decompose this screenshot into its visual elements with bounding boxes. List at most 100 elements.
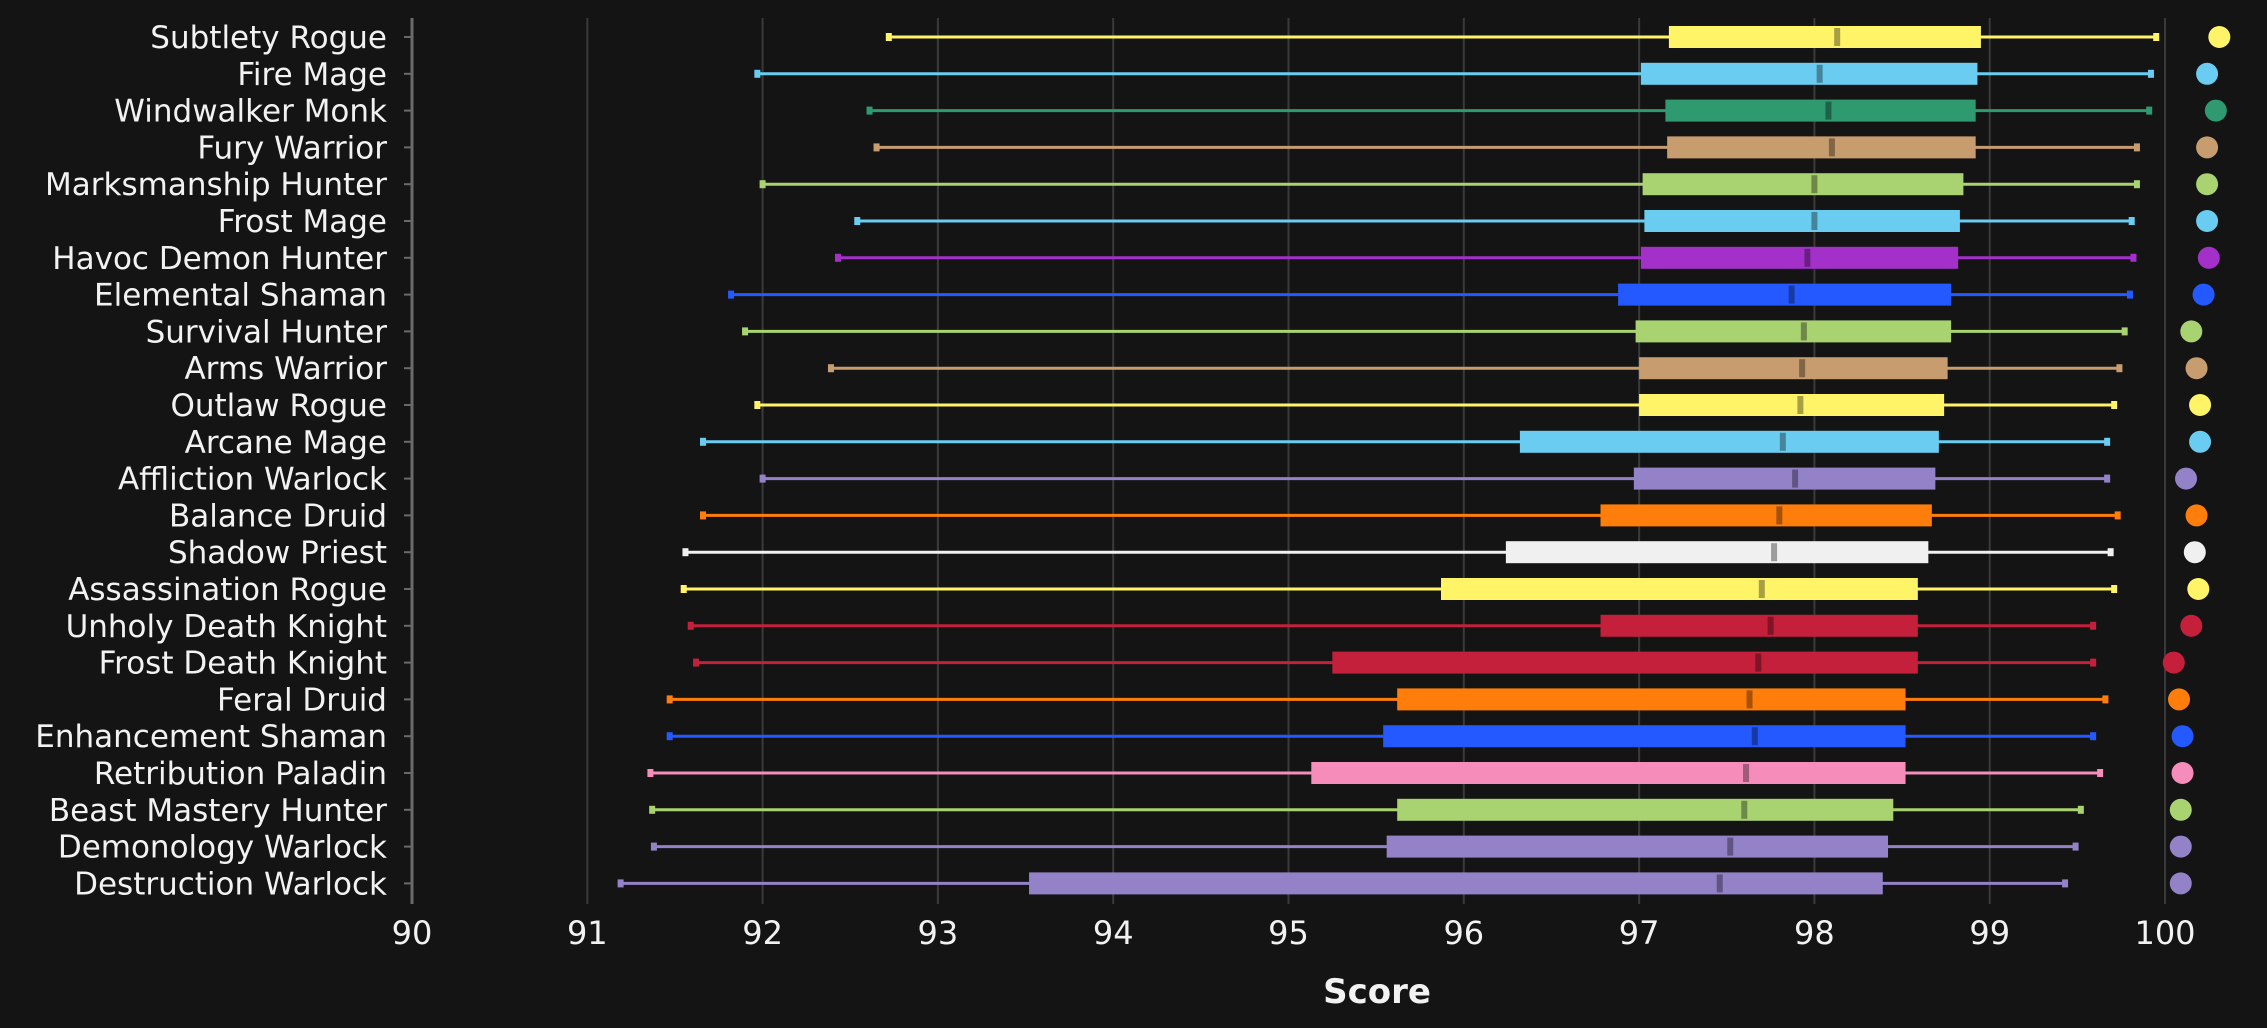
max-score-dot [2180,614,2203,637]
whisker-max-cap [2147,69,2154,78]
category-label: Windwalker Monk [114,94,387,130]
whisker-max-cap [2111,401,2118,409]
max-score-dot [2171,762,2194,784]
box-series-unholy-death-knight [687,614,2203,637]
whisker-min-cap [866,106,873,115]
x-tick-label: 91 [567,914,608,952]
box-series-fury-warrior [873,136,2219,159]
whisker-min-cap [680,585,687,593]
max-score-dot [2185,357,2208,380]
median-mark [1792,469,1799,488]
box-series-feral-druid [666,688,2191,711]
max-score-dot [2204,99,2227,122]
category-label: Outlaw Rogue [170,388,387,424]
x-tick-label: 100 [2134,914,2195,952]
whisker-min-cap [692,658,699,667]
whisker-max-cap [2114,511,2121,520]
max-score-dot [2187,578,2210,600]
category-label: Fire Mage [237,57,387,93]
category-label: Feral Druid [217,682,387,718]
whisker-min-cap [754,401,761,409]
max-score-dot [2169,872,2192,895]
max-score-dot [2192,283,2215,306]
whisker-min-cap [728,290,735,299]
box-series-outlaw-rogue [754,394,2212,416]
whisker-max-cap [2090,621,2097,630]
max-score-dot [2196,136,2219,159]
box-series-affliction-warlock [759,467,2198,490]
max-score-dot [2189,394,2212,416]
iqr-box [1519,430,1939,453]
box-series-demonology-warlock [650,835,2192,858]
iqr-box [1642,173,1964,196]
box-series-destruction-warlock [617,872,2192,895]
max-score-dot [2183,541,2206,564]
category-label: Demonology Warlock [58,830,387,866]
whisker-max-cap [2121,327,2128,336]
median-mark [1776,506,1783,525]
iqr-box [1665,99,1976,122]
x-tick-label: 92 [742,914,783,952]
whisker-min-cap [873,143,880,152]
whisker-min-cap [649,805,656,814]
whisker-max-cap [2097,769,2104,777]
median-mark [1758,580,1765,598]
median-mark [1825,101,1832,120]
median-mark [1755,653,1762,672]
max-score-dot [2196,173,2219,196]
max-score-dot [2162,651,2185,674]
median-mark [1799,359,1806,378]
iqr-box [1397,688,1906,711]
box-series-balance-druid [699,504,2208,527]
whisker-min-cap [682,548,689,557]
max-score-dot [2197,246,2220,269]
category-label: Elemental Shaman [94,278,387,314]
median-mark [1811,175,1818,194]
box-series-frost-death-knight [692,651,2185,674]
box-series [617,26,2231,895]
iqr-box [1386,835,1889,858]
whisker-min-cap [666,732,673,741]
x-tick-label: 98 [1794,914,1835,952]
iqr-box [1029,872,1883,895]
iqr-box [1640,62,1978,85]
category-label: Assassination Rogue [68,572,387,608]
x-tick-label: 96 [1443,914,1484,952]
whisker-min-cap [759,474,766,483]
max-score-dot [2169,835,2192,858]
iqr-box [1600,614,1918,637]
box-series-beast-mastery-hunter [649,798,2192,821]
whisker-max-cap [2133,143,2140,152]
box-series-arms-warrior [827,357,2208,380]
category-label: Balance Druid [169,498,387,534]
iqr-box [1332,651,1918,674]
category-label: Marksmanship Hunter [45,167,387,203]
box-series-assassination-rogue [680,578,2210,600]
iqr-box [1639,394,1945,416]
category-label: Arms Warrior [184,351,387,387]
category-label: Shadow Priest [168,535,387,571]
whisker-max-cap [2062,879,2069,888]
whisker-min-cap [827,364,834,373]
whisker-max-cap [2104,474,2111,483]
whisker-min-cap [742,327,749,336]
median-mark [1788,285,1795,304]
median-mark [1828,138,1835,157]
box-series-arcane-mage [699,430,2212,453]
median-mark [1767,616,1774,635]
box-series-havoc-demon-hunter [834,246,2220,269]
x-tick-label: 97 [1619,914,1660,952]
iqr-box [1644,210,1960,232]
median-mark [1816,64,1823,83]
whisker-max-cap [2102,695,2109,704]
whisker-min-cap [699,511,706,520]
category-label: Arcane Mage [185,425,387,461]
median-mark [1834,28,1841,46]
iqr-box [1311,762,1906,784]
median-mark [1716,874,1723,893]
box-series-marksmanship-hunter [759,173,2219,196]
median-mark [1741,800,1748,819]
iqr-box [1667,136,1976,159]
